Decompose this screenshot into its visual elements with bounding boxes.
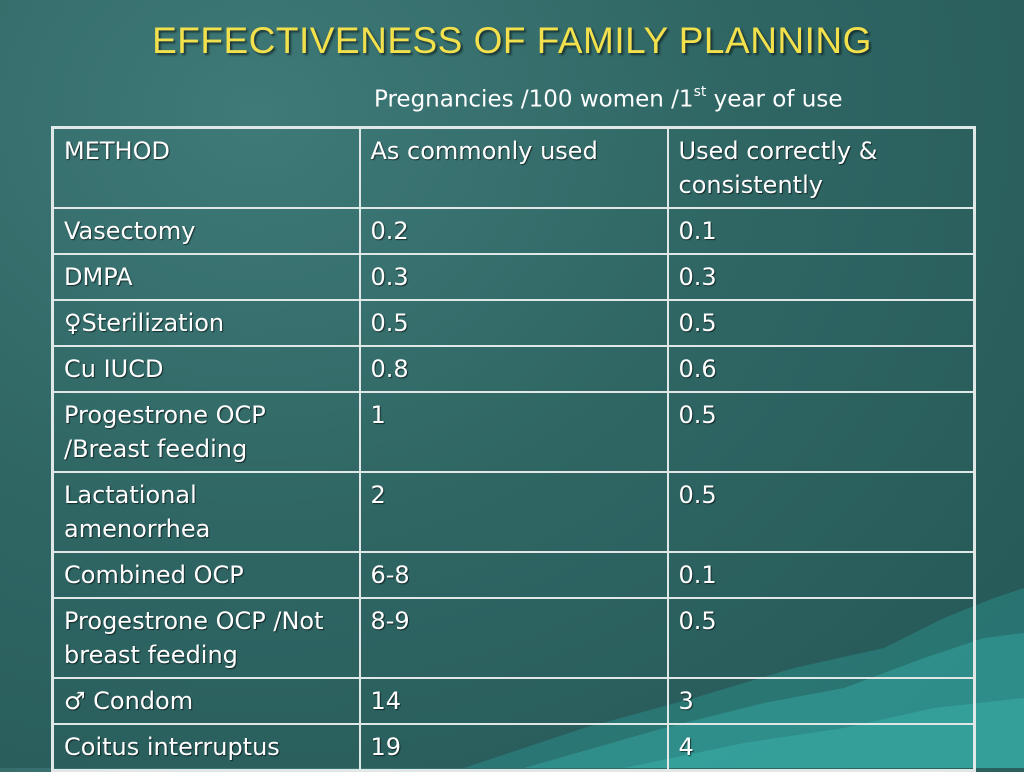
method-cell: Cu IUCD (51, 345, 361, 393)
subtitle-tail: year of use (706, 86, 843, 113)
table-row: ♀Sterilization 0.5 0.5 (51, 299, 976, 347)
commonly-used-cell: 14 (358, 677, 669, 725)
subtitle-superscript: st (693, 84, 707, 100)
commonly-used-cell: 0.3 (358, 253, 669, 301)
used-correctly-cell: 0.5 (666, 391, 976, 473)
method-cell: Progestrone OCP /Breast feeding (51, 391, 361, 473)
table-row: ♂ Condom 14 3 (51, 677, 976, 725)
commonly-used-cell: 0.2 (358, 207, 669, 255)
header-method: METHOD (51, 126, 361, 209)
commonly-used-cell: 2 (358, 471, 669, 553)
used-correctly-cell: 0.6 (666, 345, 976, 393)
table-row: Progestrone OCP /Breast feeding 1 0.5 (51, 391, 976, 473)
used-correctly-cell: 0.5 (666, 471, 976, 553)
method-cell: Lactational amenorrhea (51, 471, 361, 553)
effectiveness-table: METHOD As commonly used Used correctly &… (51, 126, 976, 772)
method-cell: Progestrone OCP /Not breast feeding (51, 597, 361, 679)
table-row: DMPA 0.3 0.3 (51, 253, 976, 301)
commonly-used-cell: 19 (358, 723, 669, 772)
table-row: Vasectomy 0.2 0.1 (51, 207, 976, 255)
used-correctly-cell: 0.1 (666, 551, 976, 599)
commonly-used-cell: 0.8 (358, 345, 669, 393)
commonly-used-cell: 8-9 (358, 597, 669, 679)
method-cell: Coitus interruptus (51, 723, 361, 772)
slide-title: EFFECTIVENESS OF FAMILY PLANNING (152, 20, 872, 61)
table-row: Progestrone OCP /Not breast feeding 8-9 … (51, 597, 976, 679)
commonly-used-cell: 0.5 (358, 299, 669, 347)
used-correctly-cell: 3 (666, 677, 976, 725)
used-correctly-cell: 4 (666, 723, 976, 772)
slide-subtitle: Pregnancies /100 women /1st year of use (374, 84, 843, 113)
used-correctly-cell: 0.1 (666, 207, 976, 255)
method-cell: Vasectomy (51, 207, 361, 255)
table-row: Lactational amenorrhea 2 0.5 (51, 471, 976, 553)
used-correctly-cell: 0.3 (666, 253, 976, 301)
method-cell: Combined OCP (51, 551, 361, 599)
table-row: Coitus interruptus 19 4 (51, 723, 976, 772)
subtitle-main: Pregnancies /100 women /1 (374, 86, 694, 113)
method-cell: ♀Sterilization (51, 299, 361, 347)
table-row: Combined OCP 6-8 0.1 (51, 551, 976, 599)
method-cell: ♂ Condom (51, 677, 361, 725)
used-correctly-cell: 0.5 (666, 299, 976, 347)
commonly-used-cell: 6-8 (358, 551, 669, 599)
method-cell: DMPA (51, 253, 361, 301)
commonly-used-cell: 1 (358, 391, 669, 473)
table-row: Cu IUCD 0.8 0.6 (51, 345, 976, 393)
header-commonly-used: As commonly used (358, 126, 669, 209)
used-correctly-cell: 0.5 (666, 597, 976, 679)
table-header-row: METHOD As commonly used Used correctly &… (51, 126, 976, 209)
header-used-correctly: Used correctly & consistently (666, 126, 976, 209)
